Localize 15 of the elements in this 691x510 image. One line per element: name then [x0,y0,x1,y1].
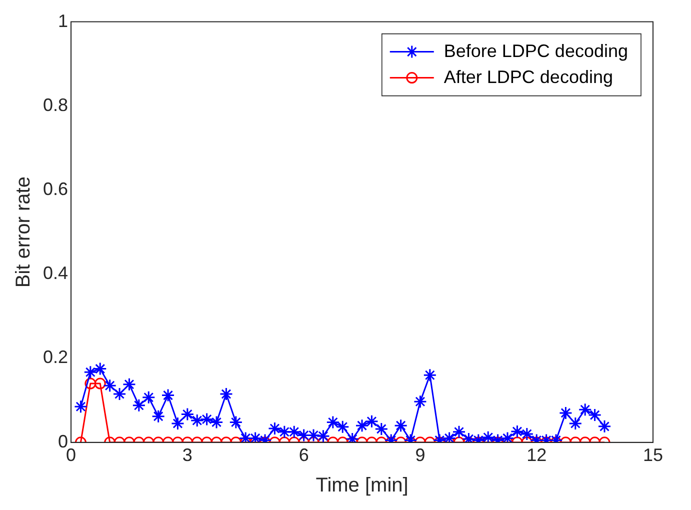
y-tick-label: 0 [58,431,68,452]
x-tick-label: 6 [298,445,309,466]
x-tick-label: 3 [182,445,192,466]
y-axis-title: Bit error rate [12,176,35,288]
legend-label: After LDPC decoding [444,66,613,87]
x-axis-title: Time [min] [316,474,408,497]
legend-label: Before LDPC decoding [444,40,628,61]
y-tick-label: 0.8 [42,94,68,115]
y-tick-label: 0.6 [42,179,68,200]
x-tick-label: 15 [642,445,664,466]
x-tick-label: 9 [415,445,426,466]
y-tick-label: 1 [58,10,68,31]
y-tick-label: 0.4 [42,263,68,284]
x-tick-label: 12 [526,445,547,466]
y-tick-label: 0.2 [42,347,68,368]
